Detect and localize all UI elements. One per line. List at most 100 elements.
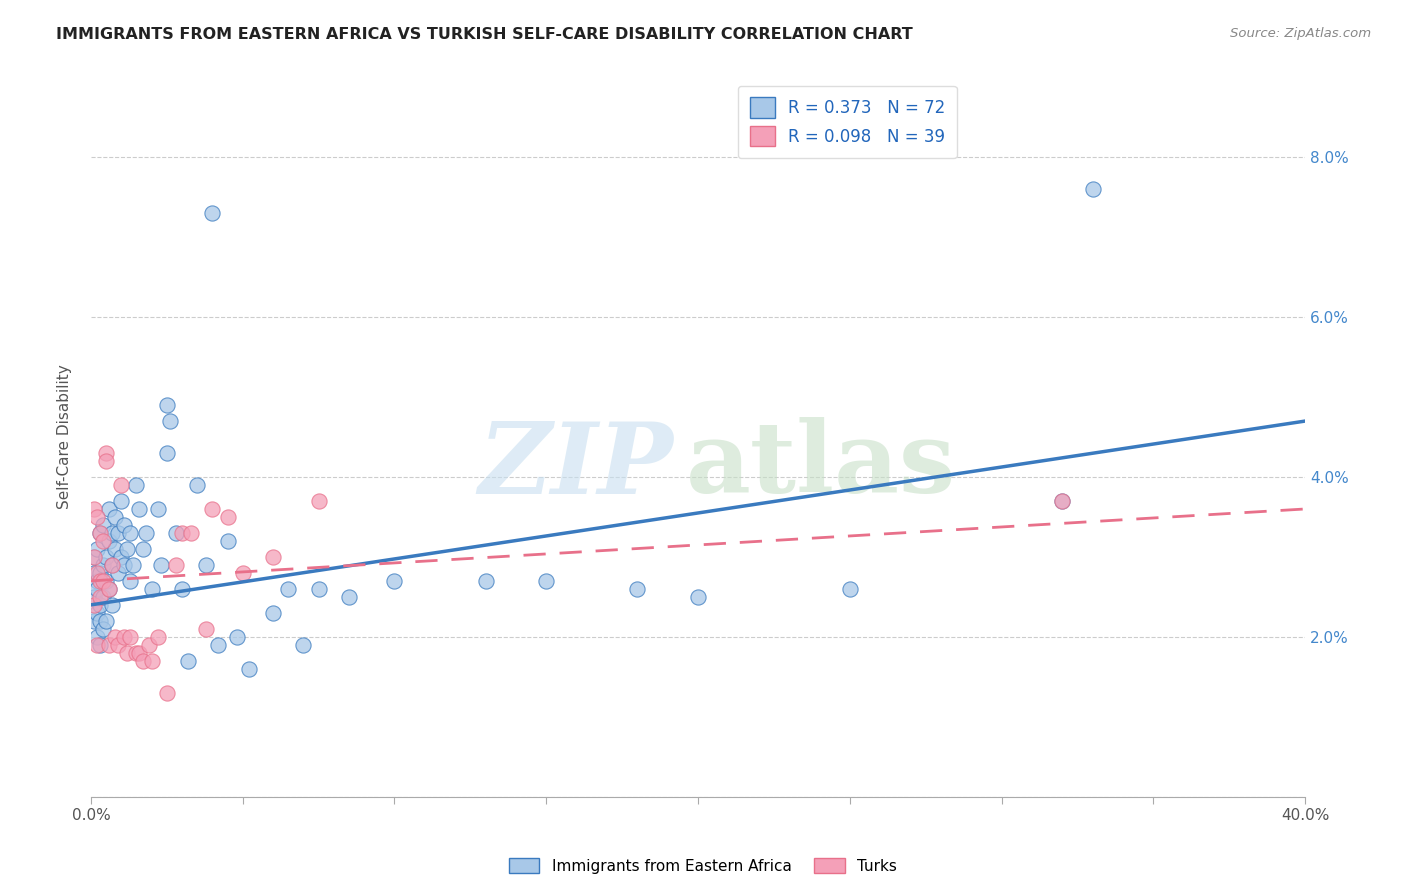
Point — [120, 630, 142, 644]
Point — [125, 478, 148, 492]
Point — [1052, 494, 1074, 508]
Point — [83, 549, 105, 564]
Point — [101, 558, 124, 572]
Point — [91, 518, 114, 533]
Point — [131, 654, 153, 668]
Point — [626, 582, 648, 596]
Point — [131, 541, 153, 556]
Point — [170, 582, 193, 596]
Point — [238, 662, 260, 676]
Point — [112, 518, 135, 533]
Point — [89, 638, 111, 652]
Point — [98, 533, 121, 548]
Point — [83, 566, 105, 580]
Point — [201, 502, 224, 516]
Point — [83, 590, 105, 604]
Point — [107, 566, 129, 580]
Point — [86, 541, 108, 556]
Point — [128, 646, 150, 660]
Point — [292, 638, 315, 652]
Point — [112, 630, 135, 644]
Legend: Immigrants from Eastern Africa, Turks: Immigrants from Eastern Africa, Turks — [503, 852, 903, 880]
Point — [337, 590, 360, 604]
Text: ZIP: ZIP — [478, 417, 673, 514]
Point — [156, 398, 179, 412]
Point — [165, 525, 187, 540]
Point — [110, 478, 132, 492]
Point — [94, 574, 117, 588]
Point — [232, 566, 254, 580]
Point — [104, 541, 127, 556]
Point — [159, 414, 181, 428]
Point — [149, 558, 172, 572]
Point — [101, 598, 124, 612]
Point — [94, 549, 117, 564]
Point — [141, 654, 163, 668]
Point — [83, 502, 105, 516]
Point — [98, 582, 121, 596]
Point — [195, 558, 218, 572]
Point — [91, 558, 114, 572]
Text: IMMIGRANTS FROM EASTERN AFRICA VS TURKISH SELF-CARE DISABILITY CORRELATION CHART: IMMIGRANTS FROM EASTERN AFRICA VS TURKIS… — [56, 27, 912, 42]
Point — [107, 638, 129, 652]
Point — [101, 558, 124, 572]
Point — [98, 638, 121, 652]
Point — [207, 638, 229, 652]
Point — [217, 510, 239, 524]
Point — [308, 494, 330, 508]
Point — [536, 574, 558, 588]
Point — [262, 549, 284, 564]
Point — [217, 533, 239, 548]
Point — [117, 646, 139, 660]
Point — [474, 574, 496, 588]
Point — [120, 525, 142, 540]
Point — [91, 533, 114, 548]
Point — [146, 502, 169, 516]
Point — [83, 598, 105, 612]
Point — [384, 574, 406, 588]
Point — [86, 638, 108, 652]
Point — [86, 630, 108, 644]
Point — [201, 206, 224, 220]
Point — [89, 566, 111, 580]
Point — [94, 446, 117, 460]
Point — [89, 574, 111, 588]
Point — [112, 558, 135, 572]
Point — [91, 622, 114, 636]
Point — [125, 646, 148, 660]
Point — [156, 446, 179, 460]
Point — [86, 582, 108, 596]
Y-axis label: Self-Care Disability: Self-Care Disability — [58, 365, 72, 509]
Point — [89, 525, 111, 540]
Point — [83, 614, 105, 628]
Text: atlas: atlas — [686, 417, 956, 515]
Point — [89, 590, 111, 604]
Point — [128, 502, 150, 516]
Point — [101, 525, 124, 540]
Point — [195, 622, 218, 636]
Point — [138, 638, 160, 652]
Point — [91, 574, 114, 588]
Point — [98, 582, 121, 596]
Point — [83, 549, 105, 564]
Point — [156, 686, 179, 700]
Point — [94, 614, 117, 628]
Point — [89, 614, 111, 628]
Point — [1052, 494, 1074, 508]
Point — [110, 549, 132, 564]
Point — [165, 558, 187, 572]
Point — [86, 510, 108, 524]
Point — [122, 558, 145, 572]
Point — [104, 630, 127, 644]
Point — [686, 590, 709, 604]
Point — [86, 606, 108, 620]
Point — [146, 630, 169, 644]
Point — [308, 582, 330, 596]
Point — [262, 606, 284, 620]
Point — [838, 582, 860, 596]
Point — [135, 525, 157, 540]
Point — [277, 582, 299, 596]
Point — [170, 525, 193, 540]
Text: Source: ZipAtlas.com: Source: ZipAtlas.com — [1230, 27, 1371, 40]
Legend: R = 0.373   N = 72, R = 0.098   N = 39: R = 0.373 N = 72, R = 0.098 N = 39 — [738, 86, 957, 158]
